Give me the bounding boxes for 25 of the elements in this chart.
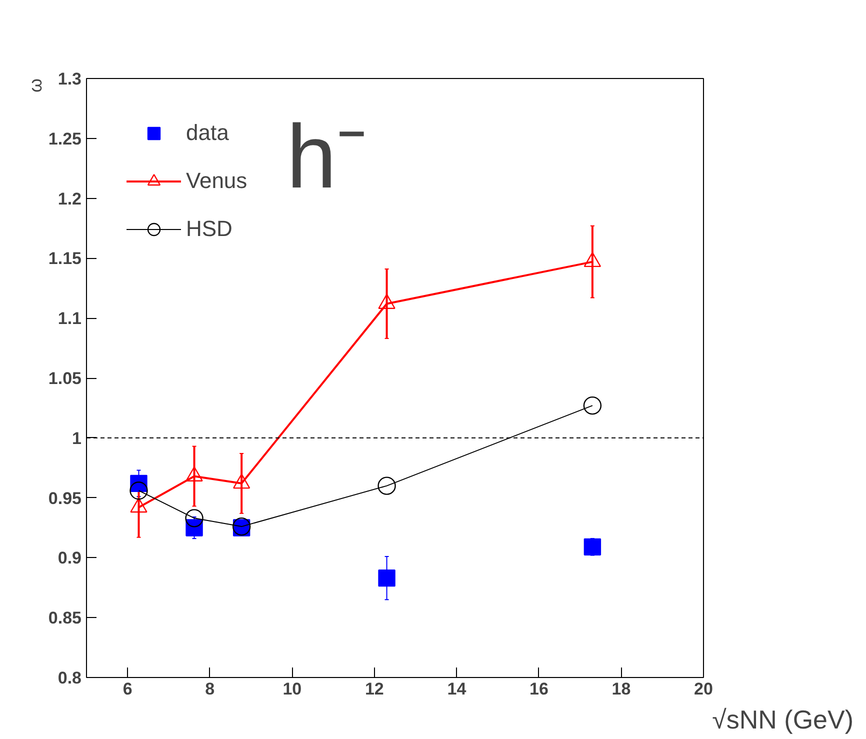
y-tick-label: 1.2 — [58, 189, 82, 208]
x-axis-title: √sNN (GeV) — [712, 704, 854, 734]
legend-label: data — [186, 120, 229, 146]
y-tick-label: 1.15 — [48, 249, 82, 268]
y-tick-label: 1.25 — [48, 129, 82, 148]
y-tick-label: 1 — [72, 428, 82, 448]
legend-label: Venus — [186, 168, 248, 194]
legend-label: HSD — [186, 216, 232, 242]
y-tick-label: 1.3 — [58, 70, 82, 88]
y-tick-label: 0.85 — [48, 608, 82, 628]
annotation: h⁻ — [286, 108, 367, 208]
y-tick-label: 1.1 — [58, 309, 82, 328]
y-tick-label: 1.05 — [48, 369, 82, 388]
y-tick-label: 0.8 — [58, 668, 82, 688]
x-tick-label: 12 — [364, 680, 384, 698]
x-tick-label: 6 — [122, 680, 132, 698]
x-tick-label: 8 — [205, 680, 215, 698]
y-tick-label: 0.9 — [58, 548, 82, 568]
x-tick-label: 16 — [530, 680, 548, 698]
x-tick-label: 14 — [447, 680, 467, 698]
y-axis-title: ω — [26, 78, 46, 93]
x-tick-label: 18 — [612, 680, 631, 698]
x-tick-label: 20 — [694, 680, 713, 698]
x-tick-label: 10 — [282, 680, 302, 698]
y-tick-label: 0.95 — [48, 488, 82, 508]
